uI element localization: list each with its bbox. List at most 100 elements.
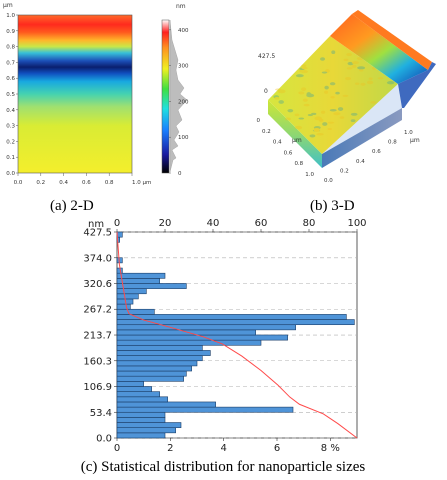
surface-x-axis: 00.20.40.60.81.0 (257, 118, 315, 178)
y-tick-label: 374.0 (83, 253, 112, 264)
surface-bump (366, 80, 374, 85)
map-y-axis: 0.0 0.1 0.2 0.3 0.4 0.5 0.6 0.7 0.8 0.9 1.0 (6, 13, 18, 177)
surface-bump (339, 116, 345, 119)
histogram-bar (116, 432, 166, 439)
surface-bump (306, 92, 312, 97)
surface-bump (303, 103, 310, 107)
surface-bump (327, 121, 335, 124)
surface-x-tick-label: 0.8 (294, 161, 303, 167)
surface-y-unit: µm (410, 137, 420, 144)
surface-bump (311, 112, 317, 116)
surface-bump (298, 117, 305, 120)
histogram-bar (116, 365, 192, 372)
cumulative-curve (116, 231, 358, 439)
surface-bump (368, 77, 373, 81)
surface-bump (357, 66, 366, 70)
surface-y-tick-label: 0.4 (356, 159, 365, 165)
panel-histogram: 0.0 53.4 106.9 160.3 213.7 267.2 320.6 374.0 427… (81, 218, 367, 475)
surface-bump (333, 112, 341, 116)
surface-bump (287, 109, 294, 113)
surface-bump (346, 67, 353, 70)
surface-bump (342, 94, 349, 97)
caption-c: (c) Statistical distribution for nanopar… (81, 459, 366, 475)
map-y-tick-label: 1.0 (6, 13, 15, 19)
surface-bump (329, 82, 336, 86)
y-tick-label: 213.7 (83, 331, 112, 342)
map-x-tick-label: 0.6 (82, 180, 91, 186)
colorbar-ticks: 0 100 200 300 400 (169, 28, 189, 177)
histogram-bar (116, 375, 184, 382)
surface-bump (337, 107, 344, 111)
top-tick-label: 60 (255, 218, 268, 229)
surface-y-tick-label: 0.2 (340, 168, 349, 174)
top-tick-label: 80 (303, 218, 316, 229)
histogram-bar (116, 314, 347, 320)
surface-bump (320, 110, 326, 114)
bottom-tick-label: 4 (220, 443, 226, 454)
bottom-tick-label: 6 (274, 443, 280, 454)
colorbar-tick-label: 200 (178, 99, 189, 105)
map-x-tick-label: 1.0 µm (132, 180, 151, 186)
surface-shade (322, 84, 402, 154)
colorbar-tick-label: 0 (178, 171, 182, 177)
surface-ridge (330, 14, 428, 84)
surface-x-tick-label: 0 (257, 118, 261, 124)
surface-bump (318, 118, 324, 122)
bottom-tick-label: 8 % (321, 443, 340, 454)
top-tick-label: 20 (159, 218, 172, 229)
surface-bump (351, 61, 360, 65)
map-y-tick-label: 0.1 (6, 155, 15, 161)
surface-y-tick-label: 0.6 (372, 149, 381, 155)
histogram-bar (116, 283, 187, 289)
surface-bump (313, 127, 320, 132)
histogram-bar (116, 386, 152, 392)
surface-bump (335, 91, 340, 95)
histogram-y-axis: 0.0 53.4 106.9 160.3 213.7 267.2 320.6 374.0 427… (83, 228, 117, 445)
map-y-tick-label: 0.6 (6, 76, 15, 82)
surface-bump (322, 122, 328, 126)
surface-texture (273, 50, 395, 138)
histogram-bar (116, 324, 296, 331)
surface-bump (347, 61, 354, 66)
surface-bump (325, 69, 330, 74)
surface-bump (277, 89, 286, 94)
surface-bump (295, 74, 304, 78)
histogram-bar (116, 417, 166, 423)
surface-x-tick-label: 0.2 (262, 129, 271, 135)
surface-y-tick-label: 0.0 (324, 178, 333, 184)
histogram-top-axis: 0 20 40 60 80 100 (114, 218, 367, 232)
surface-bump (273, 95, 280, 99)
histogram-bar (116, 278, 160, 284)
histogram-bar (116, 381, 144, 387)
surface-z-max: 427.5 (258, 53, 275, 60)
histogram-bottom-axis: 0 2 4 6 8 % (114, 438, 340, 454)
map-x-axis: 0.0 0.2 0.4 0.6 0.8 1.0 µm (14, 173, 151, 186)
panel-2d-map: 0.0 0.1 0.2 0.3 0.4 0.5 0.6 0.7 0.8 0.9 1.0 0.0 0.2… (3, 2, 189, 214)
surface-x-unit: µm (292, 137, 302, 144)
surface-side-face (322, 108, 402, 168)
surface-bump (370, 101, 377, 104)
histogram-bar (116, 422, 182, 428)
histogram-bar (116, 350, 211, 356)
height-map (17, 14, 133, 174)
surface-bump (346, 53, 352, 57)
map-x-tick-label: 0.4 (59, 180, 68, 186)
y-tick-label: 160.3 (83, 356, 112, 367)
y-tick-label: 320.6 (83, 279, 112, 290)
surface-bump (327, 127, 333, 131)
histogram-bar (116, 427, 176, 434)
surface-bump (316, 132, 324, 136)
map-y-tick-label: 0.9 (6, 29, 15, 35)
surface-top (268, 36, 398, 154)
colorbar-tick-label: 400 (178, 28, 189, 34)
map-y-tick-label: 0.5 (6, 92, 15, 98)
surface-bump (321, 71, 328, 74)
surface-ridge-top (352, 10, 432, 70)
histogram-bar (116, 339, 262, 346)
histogram-bar (116, 344, 203, 351)
histogram-bar (116, 303, 131, 310)
colorbar (161, 19, 170, 174)
surface-bump (306, 93, 315, 98)
caption-b: (b) 3-D (310, 198, 355, 214)
